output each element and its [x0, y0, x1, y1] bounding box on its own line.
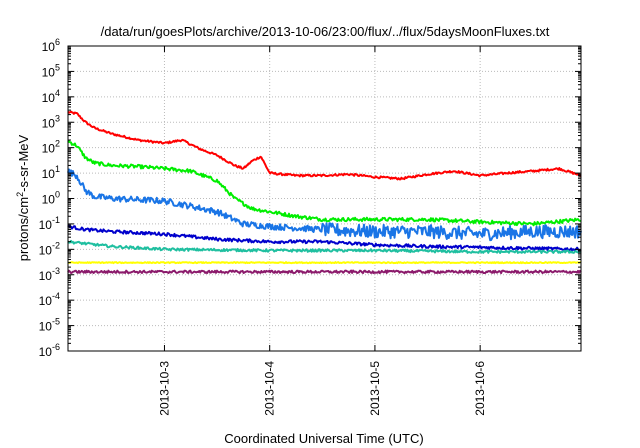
y-tick-label: 10-5 — [39, 317, 60, 334]
series-line — [67, 261, 582, 265]
y-tick-label: 10-3 — [39, 266, 60, 283]
y-tick-label: 104 — [42, 88, 60, 105]
series-line — [67, 110, 582, 181]
y-axis-label: protons/cm2-s-sr-MeV — [15, 134, 31, 261]
y-tick-label: 105 — [42, 62, 60, 79]
y-tick-label: 10-4 — [39, 291, 60, 308]
x-tick-label: 2013-10-6 — [473, 361, 487, 416]
y-tick-label: 101 — [42, 164, 60, 181]
series-line — [67, 140, 581, 227]
y-tick-label: 106 — [42, 37, 60, 54]
y-tick-label: 10-2 — [39, 240, 60, 257]
series-line — [67, 168, 582, 242]
y-tick-label: 10-1 — [39, 215, 60, 232]
series-line — [67, 239, 582, 254]
chart-title: /data/run/goesPlots/archive/2013-10-06/2… — [101, 24, 550, 39]
series-layer — [67, 110, 582, 275]
y-tick-label: 100 — [42, 190, 60, 207]
y-tick-label: 102 — [42, 139, 60, 156]
x-axis: 2013-10-3 2013-10-4 2013-10-5 2013-10-6 — [157, 46, 487, 416]
series-line — [67, 224, 582, 252]
x-tick-label: 2013-10-4 — [263, 361, 277, 416]
x-tick-label: 2013-10-5 — [368, 361, 382, 416]
x-tick-label: 2013-10-3 — [157, 361, 171, 416]
x-axis-label: Coordinated Universal Time (UTC) — [224, 431, 423, 446]
series-line — [67, 269, 582, 275]
y-tick-label: 10-6 — [39, 342, 60, 359]
y-tick-label: 103 — [42, 113, 60, 130]
